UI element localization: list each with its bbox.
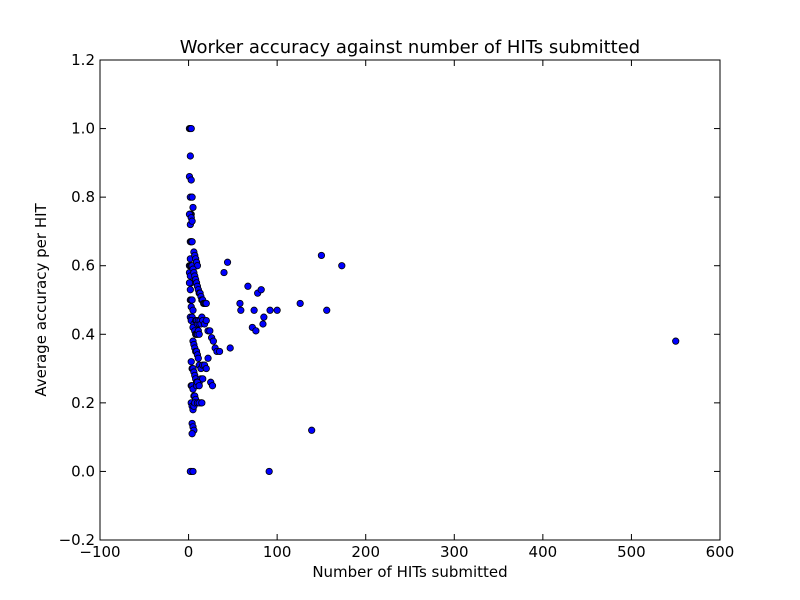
data-point (257, 286, 265, 294)
y-tick-label: 0.2 (71, 394, 95, 412)
y-tick-label: 1.0 (71, 120, 95, 138)
data-point (237, 306, 245, 314)
data-point (260, 313, 268, 321)
plot-frame (99, 59, 721, 541)
data-point (208, 382, 217, 390)
data-point (187, 358, 195, 366)
data-point (317, 251, 326, 260)
data-point (223, 258, 232, 266)
data-point (236, 299, 244, 308)
data-point (308, 426, 316, 434)
x-axis-label: Number of HITs submitted (312, 563, 507, 581)
y-tick-label: 0.4 (71, 325, 95, 343)
data-point (186, 286, 194, 294)
data-point (189, 306, 197, 314)
data-point (202, 316, 210, 325)
y-axis-ticks: −0.2 0.0 0.2 0.4 0.6 0.8 1.0 1.2 (59, 51, 720, 549)
data-point (266, 306, 274, 314)
data-point (187, 176, 195, 184)
data-point (250, 306, 258, 314)
data-point (189, 467, 197, 476)
data-point (185, 279, 194, 287)
data-point (188, 193, 196, 201)
data-point (204, 354, 212, 362)
data-point (186, 152, 194, 160)
data-point (188, 238, 196, 246)
y-tick-label: 1.2 (71, 51, 95, 69)
data-point (296, 299, 304, 308)
data-point (202, 299, 210, 308)
data-point (187, 124, 195, 133)
data-point (188, 296, 196, 304)
y-tick-label: 0.6 (71, 257, 95, 275)
data-point (259, 320, 267, 328)
data-point (265, 467, 273, 476)
data-point (273, 306, 281, 314)
data-point (215, 347, 224, 356)
data-point (195, 330, 203, 338)
x-axis-ticks: −100 0 100 200 300 400 500 600 (79, 60, 734, 561)
data-point (244, 282, 252, 290)
data-point (252, 327, 260, 335)
y-tick-label: 0.0 (71, 462, 95, 480)
data-point (202, 364, 210, 373)
data-point (338, 262, 346, 270)
data-point (188, 217, 196, 225)
x-tick-label: −100 (79, 543, 120, 561)
data-point (198, 399, 206, 407)
x-tick-label: 200 (351, 543, 380, 561)
data-point (199, 375, 207, 383)
data-point (226, 344, 234, 352)
chart-title: Worker accuracy against number of HITs s… (180, 37, 641, 58)
y-tick-label: −0.2 (59, 531, 95, 549)
data-point (188, 430, 196, 438)
data-point (323, 306, 331, 314)
x-tick-label: 400 (529, 543, 558, 561)
data-point (672, 337, 680, 345)
data-point (220, 268, 228, 277)
data-point (209, 337, 217, 345)
x-tick-label: 300 (440, 543, 469, 561)
data-point (195, 382, 203, 390)
y-tick-label: 0.8 (71, 188, 95, 206)
data-points (185, 124, 680, 476)
y-axis-label: Average accuracy per HIT (32, 202, 50, 396)
data-point (194, 354, 202, 362)
x-tick-label: 600 (706, 543, 735, 561)
data-point (189, 203, 197, 212)
data-point (206, 327, 214, 335)
x-tick-label: 0 (184, 543, 194, 561)
x-tick-label: 100 (263, 543, 292, 561)
x-tick-label: 500 (617, 543, 646, 561)
